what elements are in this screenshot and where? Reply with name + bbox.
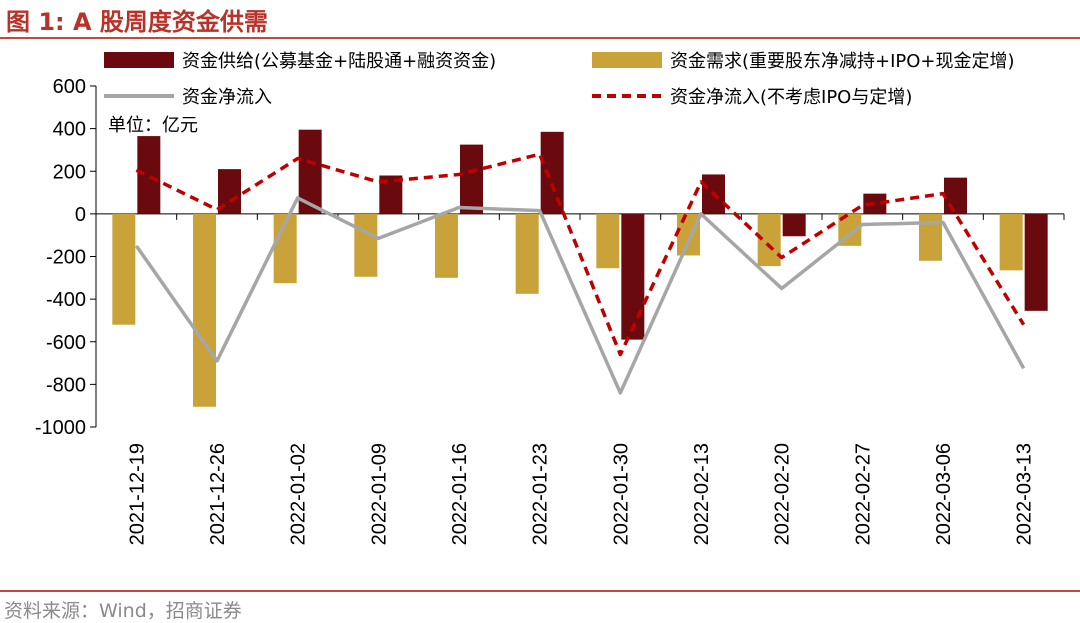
figure-title: 图 1: A 股周度资金供需 [6,2,268,37]
title-rule [0,37,1080,39]
y-tick-label: 200 [53,161,86,183]
x-tick-label: 2022-01-09 [368,443,390,545]
legend-label-demand: 资金需求(重要股东净减持+IPO+现金定增) [670,51,1015,72]
bar-demand [193,214,216,407]
bar-demand [516,214,539,294]
chart: 600 400 200 0 -200 -400 -600 -800 -1000 2021-12-1… [0,40,1080,588]
bar-supply [621,214,644,340]
bar-supply [783,214,806,236]
footer-rule [0,590,1080,592]
x-tick-label: 2022-02-27 [852,443,874,545]
x-tick-label: 2022-03-13 [1014,443,1036,545]
y-tick-label: -200 [46,247,86,269]
x-tick-label: 2022-01-16 [449,443,471,545]
bar-demand [354,214,377,277]
unit-label: 单位：亿元 [108,115,198,136]
legend-label-net-ex: 资金净流入(不考虑IPO与定增) [670,87,912,108]
y-tick-label: 0 [75,204,86,226]
y-tick-label: 600 [53,76,86,98]
x-tick-label: 2021-12-19 [126,443,148,545]
y-tick-label: 400 [53,119,86,141]
legend-label-supply: 资金供给(公募基金+陆股通+融资资金) [182,51,496,72]
bar-supply [944,178,967,214]
x-tick-label: 2022-01-02 [288,443,310,545]
bar-demand [112,214,135,325]
x-tick-label: 2022-01-30 [610,443,632,545]
y-tick-label: -600 [46,332,86,354]
bar-demand [435,214,458,278]
bar-supply [460,145,483,214]
x-tick-label: 2022-01-23 [530,443,552,545]
bar-demand [1000,214,1023,270]
x-tick-label: 2022-03-06 [933,443,955,545]
y-tick-label: -800 [46,374,86,396]
bar-supply [137,136,160,214]
legend-label-net: 资金净流入 [182,87,272,108]
legend-swatch-supply [104,52,174,68]
bar-demand [596,214,619,268]
bar-supply [1025,214,1048,311]
x-tick-label: 2022-02-13 [691,443,713,545]
line-net-inflow [136,198,1023,393]
y-tick-label: -1000 [35,417,86,439]
x-tick-label: 2021-12-26 [207,443,229,545]
x-tick-label: 2022-02-20 [772,443,794,545]
y-tick-label: -400 [46,289,86,311]
legend-swatch-demand [592,52,662,68]
